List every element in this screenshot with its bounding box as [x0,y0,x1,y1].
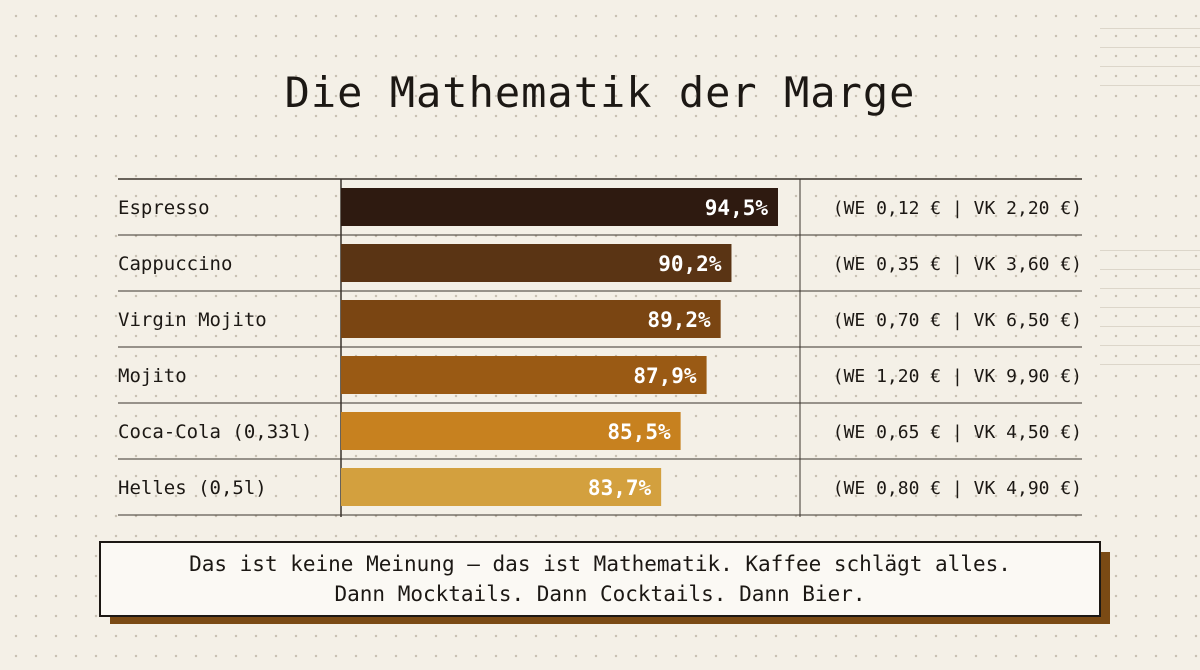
value-label: 94,5% [705,196,769,220]
bar [341,468,662,506]
bar [341,300,721,338]
callout-line-1: Das ist keine Meinung – das ist Mathemat… [189,552,1011,576]
value-label: 90,2% [658,252,722,276]
value-label: 83,7% [588,476,652,500]
value-label: 85,5% [607,420,671,444]
category-label: Espresso [118,197,210,219]
category-label: Cappuccino [118,253,232,275]
price-label: (WE 1,20 € | VK 9,90 €) [833,366,1082,387]
bar [341,356,707,394]
category-label: Virgin Mojito [118,309,267,331]
value-label: 89,2% [647,308,711,332]
chart-title: Die Mathematik der Marge [284,68,916,117]
price-label: (WE 0,80 € | VK 4,90 €) [833,478,1082,499]
category-label: Helles (0,5l) [118,477,267,499]
bar [341,412,681,450]
bar [341,244,732,282]
price-label: (WE 0,12 € | VK 2,20 €) [833,198,1082,219]
conclusion-callout: Das ist keine Meinung – das ist Mathemat… [99,541,1101,617]
decorative-lines-middle [1100,250,1200,383]
decorative-lines-top [1100,28,1200,104]
price-label: (WE 0,70 € | VK 6,50 €) [833,310,1082,331]
price-label: (WE 0,65 € | VK 4,50 €) [833,422,1082,443]
bar [341,188,778,226]
value-label: 87,9% [633,364,697,388]
category-label: Coca-Cola (0,33l) [118,421,312,443]
category-label: Mojito [118,365,187,387]
price-label: (WE 0,35 € | VK 3,60 €) [833,254,1082,275]
callout-line-2: Dann Mocktails. Dann Cocktails. Dann Bie… [334,582,866,606]
